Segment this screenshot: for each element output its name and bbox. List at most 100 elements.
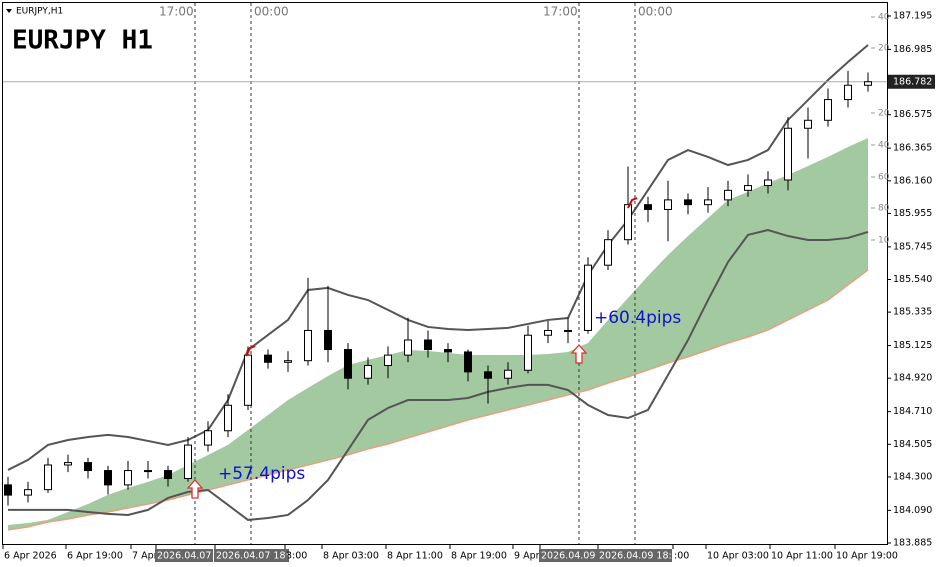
- band-line: [8, 228, 869, 521]
- candle-body: [384, 354, 392, 366]
- oscillator-label: 40: [878, 13, 890, 23]
- x-label-highlight: [214, 549, 289, 562]
- candle-body: [724, 189, 732, 201]
- y-tick-label: 186.365: [893, 143, 932, 154]
- x-tick-label: 9 Apr: [514, 551, 540, 562]
- plot-area: [3, 3, 887, 544]
- y-tick-label: 186.985: [893, 44, 932, 55]
- candle-body: [304, 329, 312, 362]
- y-tick-label: 184.090: [893, 505, 932, 516]
- candle-body: [584, 264, 592, 331]
- candle-body: [364, 364, 372, 379]
- candle-body: [284, 360, 292, 363]
- band-line: [7, 44, 869, 471]
- y-tick-label: 183.885: [893, 538, 932, 549]
- y-tick-label: 184.920: [893, 373, 932, 384]
- cloud-area: [8, 137, 868, 530]
- menu-arrow: [6, 9, 12, 13]
- x-tick-label: 3:00: [286, 551, 307, 562]
- annotation: +60.4pips: [594, 308, 681, 328]
- x-tick-label: 6 Apr 19:00: [67, 551, 123, 562]
- candle-body: [44, 464, 52, 491]
- candle-body: [464, 351, 472, 373]
- candle-body: [524, 334, 532, 371]
- candle-body: [484, 371, 492, 379]
- candle-body: [684, 199, 692, 206]
- candle-body: [24, 489, 32, 496]
- oscillator-label: 40: [878, 141, 890, 151]
- candle-body: [564, 329, 572, 332]
- candle-body: [224, 404, 232, 432]
- candle-body: [184, 444, 192, 480]
- annotation: +57.4pips: [218, 464, 305, 484]
- y-tick-label: 185.955: [893, 208, 932, 219]
- candle-body: [604, 239, 612, 266]
- candle-body: [444, 349, 452, 353]
- candle-body: [784, 127, 792, 181]
- y-tick-label: 185.540: [893, 274, 932, 285]
- x-tick-label: 8 Apr 19:00: [451, 551, 507, 562]
- candle-body: [164, 470, 172, 480]
- candle-body: [144, 470, 152, 473]
- y-tick-label: 185.335: [893, 307, 932, 318]
- candle-body: [124, 470, 132, 486]
- candle-body: [424, 339, 432, 351]
- x-tick-label: 2026.04.09 18:00: [599, 551, 684, 562]
- x-tick-label: 8 Apr 11:00: [387, 551, 443, 562]
- x-tick-label: 6 Apr 2026: [4, 551, 57, 562]
- x-tick-label: 10 Apr 19:00: [836, 551, 898, 562]
- signal-mark: [245, 345, 256, 357]
- x-tick-label: 8 Apr 03:00: [323, 551, 379, 562]
- candle-body: [64, 462, 72, 466]
- candle-body: [324, 329, 332, 351]
- x-tick-label: 2026.04.07 18:00: [216, 551, 301, 562]
- oscillator-label: 20: [878, 109, 890, 119]
- session-label: 17:00: [159, 5, 194, 19]
- x-label-highlight: [597, 549, 672, 562]
- candle-body: [744, 185, 752, 191]
- candle-body: [264, 354, 272, 363]
- y-tick-label: 184.710: [893, 406, 932, 417]
- candle-body: [104, 470, 112, 486]
- y-tick-label: 186.160: [893, 175, 932, 186]
- y-tick-label: 184.300: [893, 471, 932, 482]
- x-tick-label: 7 Apr: [132, 551, 158, 562]
- signal-mark: [627, 197, 638, 209]
- x-tick-label: :00: [674, 551, 689, 562]
- candle-body: [204, 430, 212, 446]
- candle-body: [84, 462, 92, 472]
- symbol-label: EURJPY,H1: [16, 7, 63, 17]
- candle-body: [704, 199, 712, 206]
- candle-body: [804, 119, 812, 129]
- candle-body: [344, 349, 352, 379]
- price-box: [888, 74, 935, 89]
- y-tick-label: 186.575: [893, 109, 932, 120]
- session-label: 17:00: [543, 5, 578, 19]
- candle-body: [404, 339, 412, 356]
- candle-body: [864, 81, 872, 86]
- candle-body: [504, 369, 512, 379]
- session-label: 00:00: [254, 5, 289, 19]
- candle-body: [764, 179, 772, 187]
- price-box-label: 186.782: [893, 76, 932, 87]
- y-tick-label: 185.125: [893, 340, 932, 351]
- x-label-highlight: [539, 549, 597, 562]
- oscillator-label: 60: [878, 173, 890, 183]
- candle-body: [644, 204, 652, 210]
- candle-body: [664, 199, 672, 210]
- oscillator-label: 20: [878, 44, 890, 54]
- y-tick-label: 187.195: [893, 11, 932, 22]
- y-tick-label: 185.745: [893, 241, 932, 252]
- chart-title: EURJPY H1: [12, 26, 153, 56]
- y-tick-label: 184.505: [893, 439, 932, 450]
- x-tick-label: 2026.04.07 1: [157, 551, 220, 562]
- signal-arrow: [186, 479, 204, 499]
- x-label-highlight: [155, 549, 213, 562]
- candle-body: [824, 99, 832, 121]
- candle-body: [544, 329, 552, 336]
- session-label: 00:00: [638, 5, 673, 19]
- oscillator-label: 10: [878, 236, 890, 246]
- x-tick-label: 10 Apr 03:00: [707, 551, 769, 562]
